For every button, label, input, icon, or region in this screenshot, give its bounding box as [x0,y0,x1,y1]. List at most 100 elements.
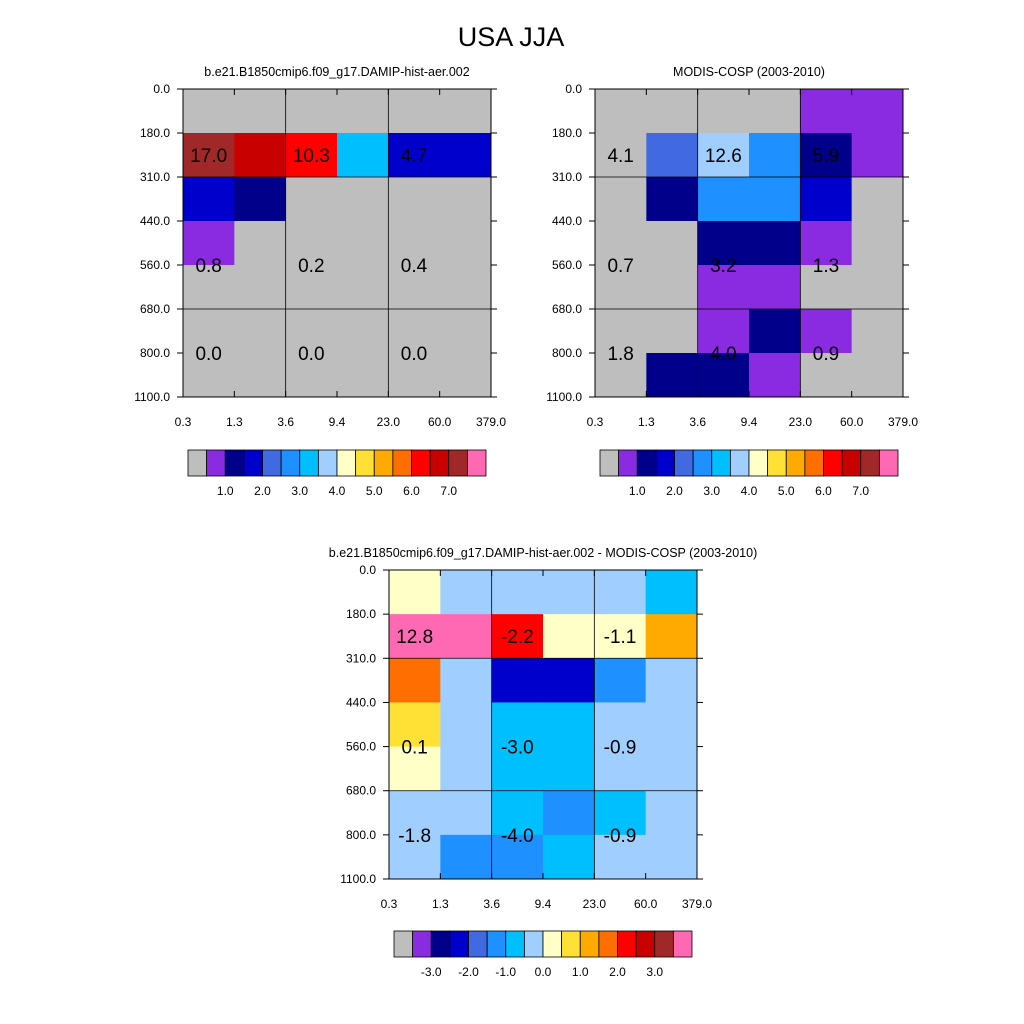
colorbar-swatch [299,449,319,477]
heatmap-cell [491,614,544,659]
y-tick-label: 180.0 [140,126,170,140]
colorbar-label: -1.0 [495,965,516,979]
heatmap-cell [440,834,493,880]
y-tick-label: 0.0 [565,82,582,96]
x-tick-label: 1.3 [432,897,449,911]
heatmap-cell [337,133,389,178]
colorbar-label: 5.0 [366,484,383,498]
heatmap-cell [851,133,904,178]
y-tick-label: 0.0 [359,563,376,577]
colorbar-swatch [672,930,693,958]
heatmap-cell [595,353,647,398]
colorbar-swatch [878,449,899,477]
colorbar-label: 5.0 [778,484,795,498]
heatmap-cell [388,221,441,266]
heatmap-cell [439,309,492,354]
data-label: 1.3 [813,256,839,277]
heatmap-cell [389,834,441,880]
heatmap-cell [749,177,801,222]
colorbar-swatch [486,930,507,958]
data-label: -1.8 [398,826,431,847]
heatmap-cell [800,177,853,222]
colorbar-swatch [767,449,787,477]
heatmap-cell [439,265,492,310]
x-tick-label: 0.3 [175,415,192,429]
heatmap-cell [595,89,647,134]
y-tick-label: 180.0 [346,607,376,621]
y-tick-label: 440.0 [346,695,376,709]
colorbar-swatch [317,449,338,477]
heatmap-cell [697,309,750,354]
heatmap-cell [697,265,750,310]
x-tick-label: 1.3 [226,415,243,429]
heatmap-cell [491,790,544,836]
colorbar-label: 1.0 [572,965,589,979]
heatmap-cell [491,702,544,748]
colorbar-swatch [785,449,806,477]
y-tick-label: 560.0 [552,258,582,272]
heatmap-cell [851,353,904,398]
data-label: -0.9 [604,826,637,847]
heatmap-cell [594,614,647,659]
heatmap-cell [183,177,235,222]
panel-model: b.e21.B1850cmip6.f09_g17.DAMIP-hist-aer.… [134,65,506,498]
colorbar-swatch [392,449,412,477]
heatmap-cell [543,790,595,836]
heatmap-cell [800,89,853,134]
colorbar-swatch [654,930,674,958]
heatmap-cell [595,177,647,222]
heatmap-cell [183,89,235,134]
y-tick-label: 310.0 [346,651,376,665]
colorbar-swatch [466,449,487,477]
heatmap-cell [439,177,492,222]
heatmap-cell [183,133,235,178]
colorbar-swatch [449,930,469,958]
heatmap-cell [594,570,647,615]
x-tick-label: 23.0 [377,415,401,429]
heatmap-cell [646,177,699,222]
colorbar-label: -2.0 [458,965,479,979]
colorbar-label: 7.0 [440,484,457,498]
heatmap-cell [646,133,699,178]
panel-title: b.e21.B1850cmip6.f09_g17.DAMIP-hist-aer.… [204,65,469,79]
heatmap-cell [543,614,595,659]
heatmap-cell [851,89,904,134]
data-label: -2.2 [501,627,534,648]
colorbar-swatch [635,930,656,958]
heatmap-cell [440,702,493,748]
heatmap-cell [337,89,389,134]
y-tick-label: 680.0 [346,784,376,798]
data-label: 0.0 [195,344,221,365]
x-tick-label: 9.4 [741,415,758,429]
heatmap-cell [388,353,441,398]
y-tick-label: 800.0 [552,346,582,360]
heatmap-cell [697,221,750,266]
heatmap-cell [697,353,750,398]
heatmap-cell [645,834,698,880]
heatmap-cell [285,177,338,222]
data-label: 0.8 [195,256,221,277]
colorbar-swatch [430,930,451,958]
colorbar-swatch [729,449,750,477]
heatmap-cell [851,309,904,354]
data-label: -1.1 [604,627,637,648]
colorbar-swatch [598,930,618,958]
heatmap-cell [388,177,441,222]
heatmap-cell [337,221,389,266]
heatmap-cell [234,309,287,354]
colorbar-label: 3.0 [291,484,308,498]
heatmap-cell [800,353,853,398]
colorbar-swatch [617,930,637,958]
data-label: 5.9 [813,146,839,167]
colorbar-swatch [393,930,414,958]
heatmap-cell [285,133,338,178]
heatmap-cell [749,353,801,398]
colorbar-swatch [655,449,675,477]
colorbar-swatch [748,449,769,477]
heatmap-cell [800,221,853,266]
y-tick-label: 680.0 [140,302,170,316]
y-tick-label: 310.0 [140,170,170,184]
heatmap-cell [234,221,287,266]
heatmap-cell [388,89,441,134]
